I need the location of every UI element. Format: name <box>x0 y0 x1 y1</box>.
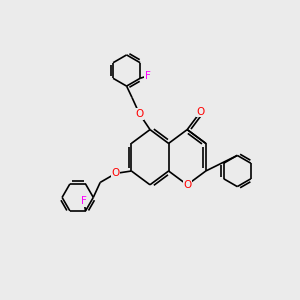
Text: O: O <box>183 180 191 190</box>
Text: F: F <box>81 196 87 206</box>
Text: O: O <box>196 106 205 117</box>
Text: F: F <box>145 71 151 81</box>
Text: O: O <box>135 109 144 119</box>
Text: O: O <box>112 168 120 178</box>
